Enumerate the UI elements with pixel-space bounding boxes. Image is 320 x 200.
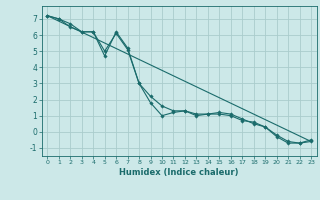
X-axis label: Humidex (Indice chaleur): Humidex (Indice chaleur)	[119, 168, 239, 177]
